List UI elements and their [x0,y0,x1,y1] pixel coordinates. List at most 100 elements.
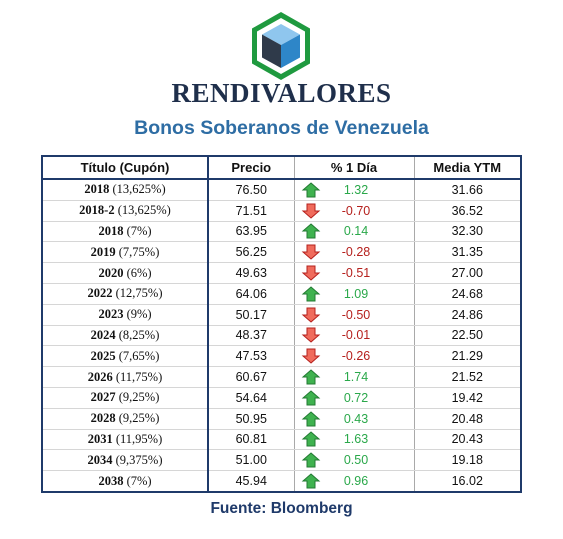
price-cell: 56.25 [208,241,295,264]
ytm-cell: 20.43 [414,429,522,451]
ytm-cell: 21.29 [414,345,522,368]
price-cell: 47.53 [208,345,295,368]
red-down-arrow-icon [301,244,321,260]
green-up-arrow-icon [301,286,321,302]
bond-year: 2018-2 [79,203,115,218]
bond-coupon: (11,95%) [115,431,163,446]
price-cell: 60.81 [208,429,295,451]
ytm-cell: 20.48 [414,408,522,430]
change-cell: 1.32 [294,179,415,201]
bond-title-cell: 2024 (8,25%) [42,325,209,347]
bond-coupon: (7,75%) [118,244,160,259]
table-row: 2018-2 (13,625%) 71.51 -0.70 36.52 [42,200,522,222]
bond-title-cell: 2022 (12,75%) [42,283,209,305]
price-cell: 45.94 [208,470,295,493]
bond-year: 2026 [87,369,113,384]
bond-coupon: (9,375%) [115,452,163,467]
price-cell: 50.17 [208,304,295,326]
change-value: 0.14 [343,224,369,239]
cube-hexagon-logo-icon [252,12,310,80]
price-cell: 71.51 [208,200,295,222]
change-cell: 1.09 [294,283,415,305]
ytm-cell: 19.42 [414,387,522,409]
table-body: 2018 (13,625%) 76.50 1.32 31.66 2018-2 (13,6… [42,179,522,493]
change-cell: -0.26 [294,345,415,368]
bond-coupon: (7%) [126,473,152,488]
brand-name: RENDIVALORES [171,78,392,108]
ytm-cell: 36.52 [414,200,522,222]
change-cell: 0.43 [294,408,415,430]
table-row: 2026 (11,75%) 60.67 1.74 21.52 [42,366,522,388]
bond-year: 2019 [90,244,116,259]
bond-title-cell: 2018 (7%) [42,221,209,243]
change-value: -0.51 [341,266,371,281]
change-value: -0.50 [341,307,371,322]
price-cell: 54.64 [208,387,295,409]
red-down-arrow-icon [301,327,321,344]
green-up-arrow-icon [301,182,321,198]
bond-year: 2023 [98,307,124,322]
price-cell: 51.00 [208,449,295,472]
bond-year: 2031 [87,431,113,446]
column-header-price: Precio [208,156,295,180]
bonds-table: Título (Cupón) Precio % 1 Día Media YTM … [41,155,522,493]
page-title: Bonos Soberanos de Venezuela [134,117,429,139]
bond-year: 2018 [98,223,124,238]
change-cell: -0.70 [294,200,415,222]
bond-year: 2034 [87,452,113,467]
change-cell: 1.63 [294,429,415,451]
ytm-cell: 31.35 [414,241,522,264]
red-down-arrow-icon [301,307,321,323]
column-header-change: % 1 Día [294,156,415,180]
table-header-row: Título (Cupón) Precio % 1 Día Media YTM [42,156,522,180]
green-up-arrow-icon [301,410,321,427]
column-header-ytm: Media YTM [414,156,522,180]
source-note: Fuente: Bloomberg [210,500,353,517]
column-header-title: Título (Cupón) [42,156,209,180]
brand-logo [249,10,313,82]
bond-year: 2018 [84,182,110,197]
ytm-cell: 22.50 [414,325,522,347]
table-row: 2018 (13,625%) 76.50 1.32 31.66 [42,179,522,201]
change-cell: 0.96 [294,470,415,493]
price-cell: 60.67 [208,366,295,388]
change-cell: -0.01 [294,325,415,347]
ytm-cell: 24.68 [414,283,522,305]
price-cell: 76.50 [208,179,295,201]
table-row: 2038 (7%) 45.94 0.96 16.02 [42,470,522,493]
bond-title-cell: 2020 (6%) [42,262,209,284]
bond-year: 2022 [87,286,113,301]
table-row: 2031 (11,95%) 60.81 1.63 20.43 [42,429,522,451]
green-up-arrow-icon [301,473,321,489]
change-value: 1.74 [343,370,369,385]
bond-coupon: (6%) [126,265,152,280]
bond-title-cell: 2018 (13,625%) [42,179,209,201]
bond-title-cell: 2031 (11,95%) [42,429,209,451]
change-value: -0.70 [341,203,371,218]
bond-title-cell: 2027 (9,25%) [42,387,209,409]
ytm-cell: 24.86 [414,304,522,326]
ytm-cell: 31.66 [414,179,522,201]
change-value: 0.72 [343,390,369,405]
table-row: 2023 (9%) 50.17 -0.50 24.86 [42,304,522,326]
bond-coupon: (13,625%) [117,203,171,218]
table-row: 2034 (9,375%) 51.00 0.50 19.18 [42,449,522,472]
price-cell: 63.95 [208,221,295,243]
bond-coupon: (12,75%) [115,286,163,301]
table-row: 2024 (8,25%) 48.37 -0.01 22.50 [42,325,522,347]
change-value: 0.96 [343,474,369,489]
bond-year: 2028 [90,411,116,426]
bond-year: 2027 [90,390,116,405]
change-value: 1.63 [343,432,369,447]
table-row: 2018 (7%) 63.95 0.14 32.30 [42,221,522,243]
ytm-cell: 16.02 [414,470,522,493]
green-up-arrow-icon [301,390,321,406]
bond-coupon: (7%) [126,223,152,238]
bond-title-cell: 2038 (7%) [42,470,209,493]
ytm-cell: 32.30 [414,221,522,243]
bond-coupon: (11,75%) [115,369,163,384]
table-row: 2028 (9,25%) 50.95 0.43 20.48 [42,408,522,430]
change-cell: 1.74 [294,366,415,388]
bond-title-cell: 2034 (9,375%) [42,449,209,472]
price-cell: 64.06 [208,283,295,305]
